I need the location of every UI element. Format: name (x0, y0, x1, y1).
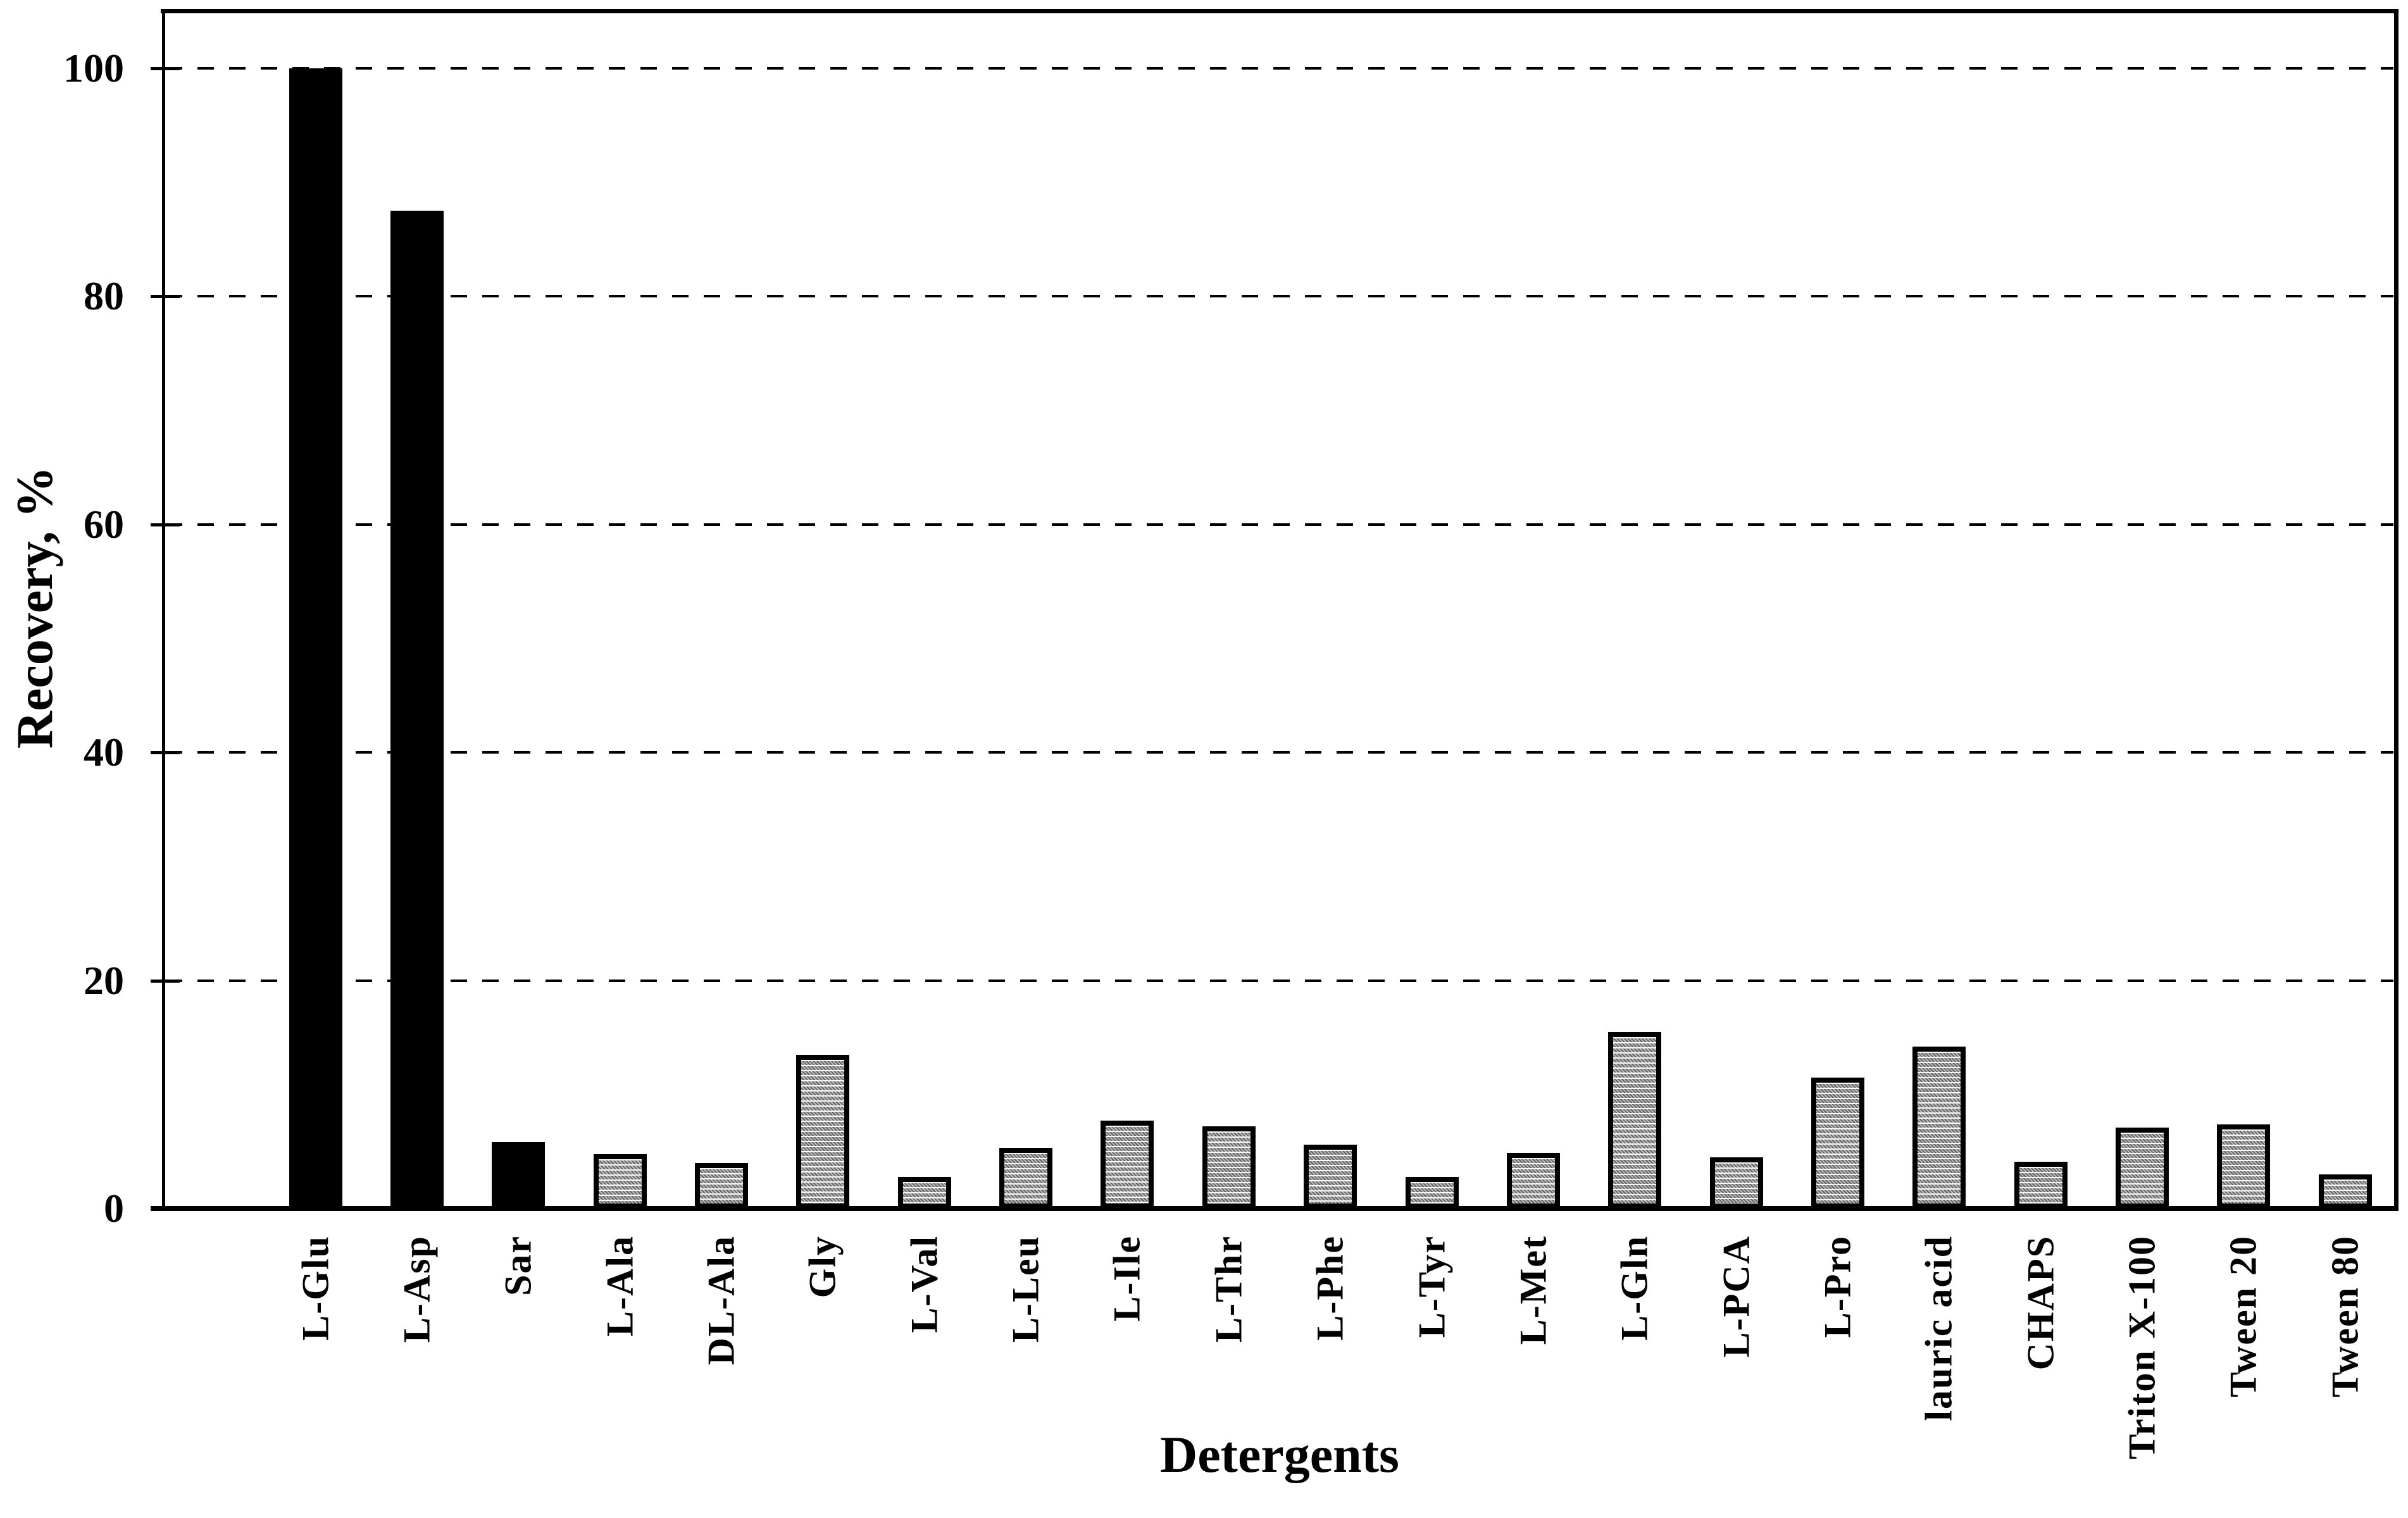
x-category-label-L-Val: L-Val (904, 1235, 968, 1336)
y-tick-20 (151, 980, 180, 983)
x-category-label-text: L-Met (1512, 1235, 1554, 1345)
x-category-label-L-Ala: L-Ala (599, 1235, 664, 1340)
x-category-label-text: L-Pro (1816, 1235, 1859, 1338)
bar-L-Tyr (1406, 1177, 1459, 1209)
gridline-60 (166, 523, 2393, 526)
y-tick-label-20: 20 (84, 958, 124, 1003)
y-axis-line (162, 9, 165, 1209)
x-axis-line (151, 1206, 2399, 1211)
x-category-label-L-Leu: L-Leu (1005, 1235, 1070, 1346)
x-category-label-text: L-Tyr (1411, 1235, 1453, 1338)
y-tick-label-80: 80 (84, 273, 124, 318)
x-category-label-text: L-Thr (1207, 1235, 1250, 1343)
x-category-label-L-Glu: L-Glu (295, 1235, 359, 1344)
gridline-20 (166, 980, 2393, 982)
bar-CHAPS (2014, 1162, 2068, 1209)
x-axis-title: Detergents (1160, 1426, 1399, 1483)
y-tick-label-60: 60 (84, 502, 124, 547)
y-tick-label-0: 0 (104, 1186, 124, 1231)
x-category-label-text: L-PCA (1715, 1235, 1757, 1358)
x-category-label-L-Ile: L-Ile (1106, 1235, 1171, 1325)
x-category-label-L-Thr: L-Thr (1208, 1235, 1273, 1346)
gridline-40 (166, 751, 2393, 754)
x-category-label-text: CHAPS (2019, 1235, 2062, 1371)
y-tick-40 (151, 751, 180, 754)
bar-Sar (492, 1142, 545, 1209)
x-category-label-Tween 80: Tween 80 (2324, 1235, 2389, 1401)
x-category-label-Tween 20: Tween 20 (2223, 1235, 2287, 1401)
x-category-label-text: L-Ile (1106, 1235, 1148, 1322)
bar-L-Val (898, 1177, 951, 1209)
y-tick-80 (151, 295, 180, 298)
x-category-label-L-Tyr: L-Tyr (1411, 1235, 1476, 1341)
y-tick-60 (151, 523, 180, 526)
x-category-label-text: L-Glu (294, 1235, 337, 1341)
x-category-label-text: Gly (801, 1235, 844, 1298)
x-category-label-text: L-Gln (1613, 1235, 1656, 1341)
bar-L-Thr (1202, 1126, 1256, 1209)
bar-Triton X-100 (2116, 1128, 2169, 1209)
x-category-label-lauric acid: lauric acid (1918, 1235, 1983, 1424)
bar-Gly (796, 1055, 849, 1209)
gridline-80 (166, 295, 2393, 297)
x-category-label-text: Tween 20 (2222, 1235, 2264, 1398)
x-category-label-Sar: Sar (497, 1235, 562, 1299)
bar-lauric acid (1912, 1047, 1966, 1209)
bar-L-PCA (1710, 1157, 1763, 1209)
y-tick-100 (151, 67, 180, 70)
x-category-label-text: L-Leu (1004, 1235, 1047, 1343)
x-category-label-CHAPS: CHAPS (2020, 1235, 2085, 1373)
x-category-label-L-Pro: L-Pro (1817, 1235, 1881, 1341)
x-category-label-L-Met: L-Met (1513, 1235, 1577, 1348)
y-axis-title-text: Recovery, % (6, 466, 63, 749)
bar-L-Pro (1811, 1078, 1864, 1209)
plot-border-top (161, 9, 2399, 13)
bar-Tween 20 (2217, 1124, 2270, 1209)
y-tick-label-100: 100 (63, 46, 124, 90)
x-category-label-text: DL-Ala (700, 1235, 742, 1366)
bar-Tween 80 (2319, 1174, 2372, 1209)
x-category-label-text: L-Val (903, 1235, 945, 1333)
bar-L-Glu (289, 68, 342, 1209)
gridline-100 (166, 67, 2393, 70)
x-category-label-text: L-Phe (1309, 1235, 1351, 1341)
x-category-label-L-PCA: L-PCA (1716, 1235, 1780, 1360)
x-category-label-text: Sar (497, 1235, 539, 1296)
x-category-label-text: lauric acid (1918, 1235, 1960, 1421)
bar-L-Met (1507, 1153, 1560, 1209)
x-category-label-L-Gln: L-Gln (1614, 1235, 1678, 1344)
bar-L-Ile (1101, 1121, 1154, 1209)
bar-L-Phe (1304, 1145, 1357, 1209)
x-category-label-text: Triton X-100 (2121, 1235, 2163, 1460)
x-category-label-Gly: Gly (802, 1235, 866, 1301)
x-category-label-L-Asp: L-Asp (396, 1235, 461, 1346)
x-category-label-Triton X-100: Triton X-100 (2121, 1235, 2186, 1463)
x-category-label-text: L-Ala (599, 1235, 641, 1336)
y-axis-title: Recovery, % (5, 466, 65, 893)
x-category-label-text: Tween 80 (2324, 1235, 2366, 1398)
bar-L-Leu (999, 1148, 1052, 1209)
bar-L-Asp (390, 211, 444, 1209)
bar-L-Gln (1608, 1032, 1661, 1209)
x-category-label-DL-Ala: DL-Ala (701, 1235, 765, 1368)
plot-border-right (2394, 9, 2399, 1211)
x-category-label-text: L-Asp (396, 1235, 438, 1343)
y-tick-label-40: 40 (84, 730, 124, 775)
y-tick-0 (151, 1207, 180, 1210)
x-category-label-L-Phe: L-Phe (1309, 1235, 1374, 1344)
bar-DL-Ala (695, 1163, 748, 1209)
bar-L-Ala (594, 1154, 647, 1209)
